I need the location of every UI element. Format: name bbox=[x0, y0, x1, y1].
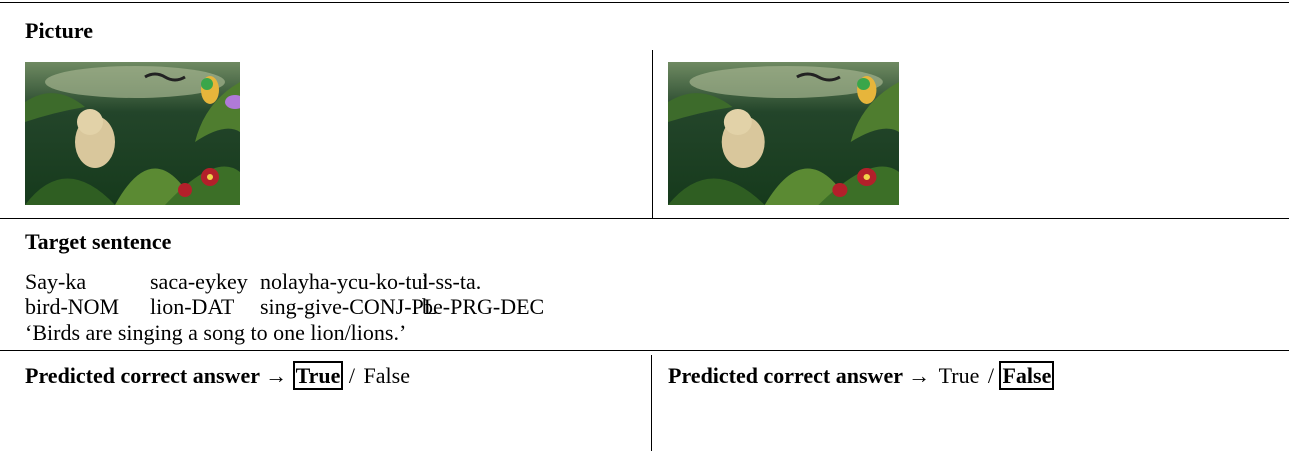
gloss-word: Say-ka bbox=[25, 269, 87, 294]
separator: / bbox=[987, 363, 994, 388]
answer-option: False bbox=[363, 363, 410, 388]
gloss-word: lion-DAT bbox=[150, 294, 235, 319]
answer: Predicted correct answer → True / False bbox=[25, 361, 413, 390]
gloss-word: sing-give-CONJ-PL bbox=[260, 294, 438, 319]
answer: Predicted correct answer → True / False bbox=[668, 361, 1055, 390]
gloss-word: i-ss-ta. bbox=[422, 269, 482, 294]
rule bbox=[0, 2, 1289, 3]
answer-option: True bbox=[292, 361, 344, 390]
answer-label: Predicted correct answer → bbox=[25, 363, 288, 388]
rule bbox=[0, 350, 1289, 351]
answer-label: Predicted correct answer → bbox=[668, 363, 931, 388]
answer-option: False bbox=[999, 361, 1055, 390]
rule bbox=[0, 218, 1289, 219]
gloss-word: be-PRG-DEC bbox=[422, 294, 545, 319]
picture-left bbox=[25, 62, 240, 205]
translation: ‘Birds are singing a song to one lion/li… bbox=[25, 320, 407, 345]
picture-right bbox=[668, 62, 899, 205]
column-divider bbox=[652, 50, 653, 218]
section-label: Target sentence bbox=[25, 229, 172, 254]
separator: / bbox=[348, 363, 356, 388]
column-divider bbox=[651, 355, 652, 451]
section-label: Picture bbox=[25, 18, 94, 43]
gloss-word: bird-NOM bbox=[25, 294, 120, 319]
gloss-word: saca-eykey bbox=[150, 269, 248, 294]
answer-option: True bbox=[938, 363, 980, 388]
gloss-word: nolayha-ycu-ko-tul bbox=[260, 269, 429, 294]
